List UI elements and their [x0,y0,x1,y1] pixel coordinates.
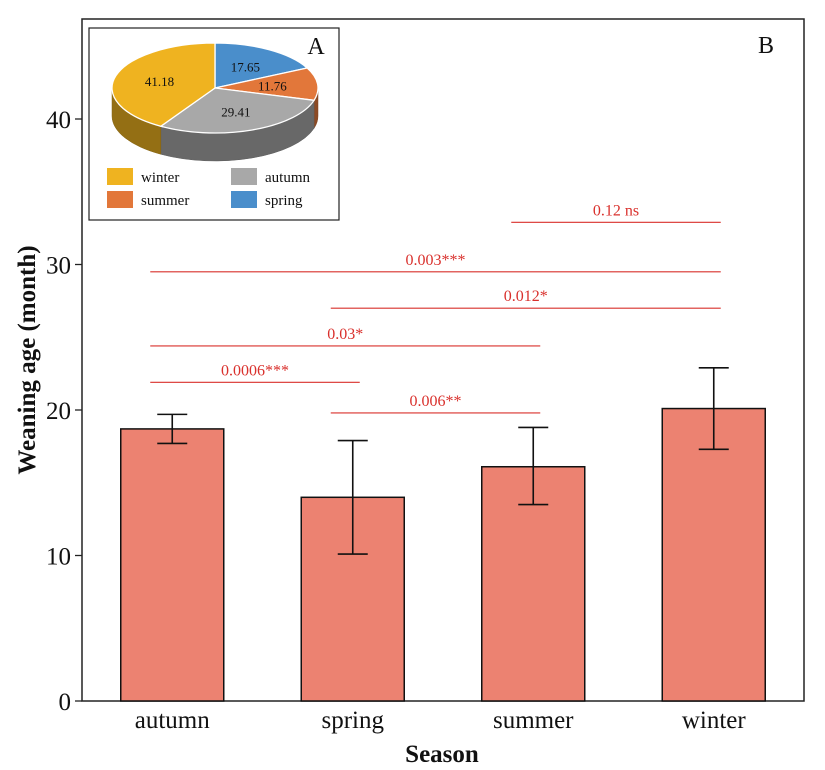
x-tick-label-spring: spring [322,707,385,734]
pie-inset: 17.65 11.76 29.41 41.18 winter autumn summer s… [88,27,340,221]
bar-group [120,407,766,702]
pie-slice-summer [214,67,319,102]
comparison-label-5: 0.006** [410,393,462,410]
pie-slice-spring [214,42,309,89]
legend-label-winter: winter [141,170,179,186]
y-axis-title: Weaning age (month) [14,245,41,474]
pie-label-autumn: 29.41 [221,104,250,119]
panel-label-a: A [307,34,325,60]
y-tick-label-0: 0 [59,689,72,716]
x-axis-title: Season [405,741,479,768]
y-tick-label-40: 40 [46,107,71,134]
plot-frame [81,18,805,702]
pie-label-spring: 17.65 [231,60,260,75]
y-tick-label-10: 10 [46,544,71,571]
x-tick-label-autumn: autumn [135,707,210,734]
legend-swatch-autumn [231,168,257,185]
error-bar-group [157,367,729,555]
y-tick-label-30: 30 [46,253,71,280]
pie-legend: winter autumn summer spring [107,168,310,209]
bar-autumn [120,428,225,702]
axes-group: autumn spring summer winter 0 10 20 30 40 [46,107,746,734]
x-tick-label-summer: summer [493,707,574,734]
comparison-group: 0.12 ns 0.003*** 0.012* 0.03* 0.0006*** 0.006… [150,202,721,414]
pie-slice-winter [111,42,216,127]
bar-winter [661,407,766,702]
panel-label-b: B [758,33,774,59]
pie-group: 17.65 11.76 29.41 41.18 [111,42,319,162]
legend-label-summer: summer [141,193,189,209]
legend-label-spring: spring [265,193,303,209]
legend-swatch-winter [107,168,133,185]
legend-swatch-spring [231,191,257,208]
pie-label-summer: 11.76 [258,79,287,94]
comparison-label-1: 0.003*** [406,252,466,269]
legend-swatch-summer [107,191,133,208]
comparison-label-0: 0.12 ns [593,202,639,219]
y-tick-label-20: 20 [46,398,71,425]
comparison-label-3: 0.03* [327,326,363,343]
bar-summer [481,465,586,702]
legend-label-autumn: autumn [265,170,310,186]
x-tick-label-winter: winter [682,707,747,734]
comparison-label-4: 0.0006*** [221,362,289,379]
pie-label-winter: 41.18 [145,74,174,89]
comparison-label-2: 0.012* [504,288,548,305]
